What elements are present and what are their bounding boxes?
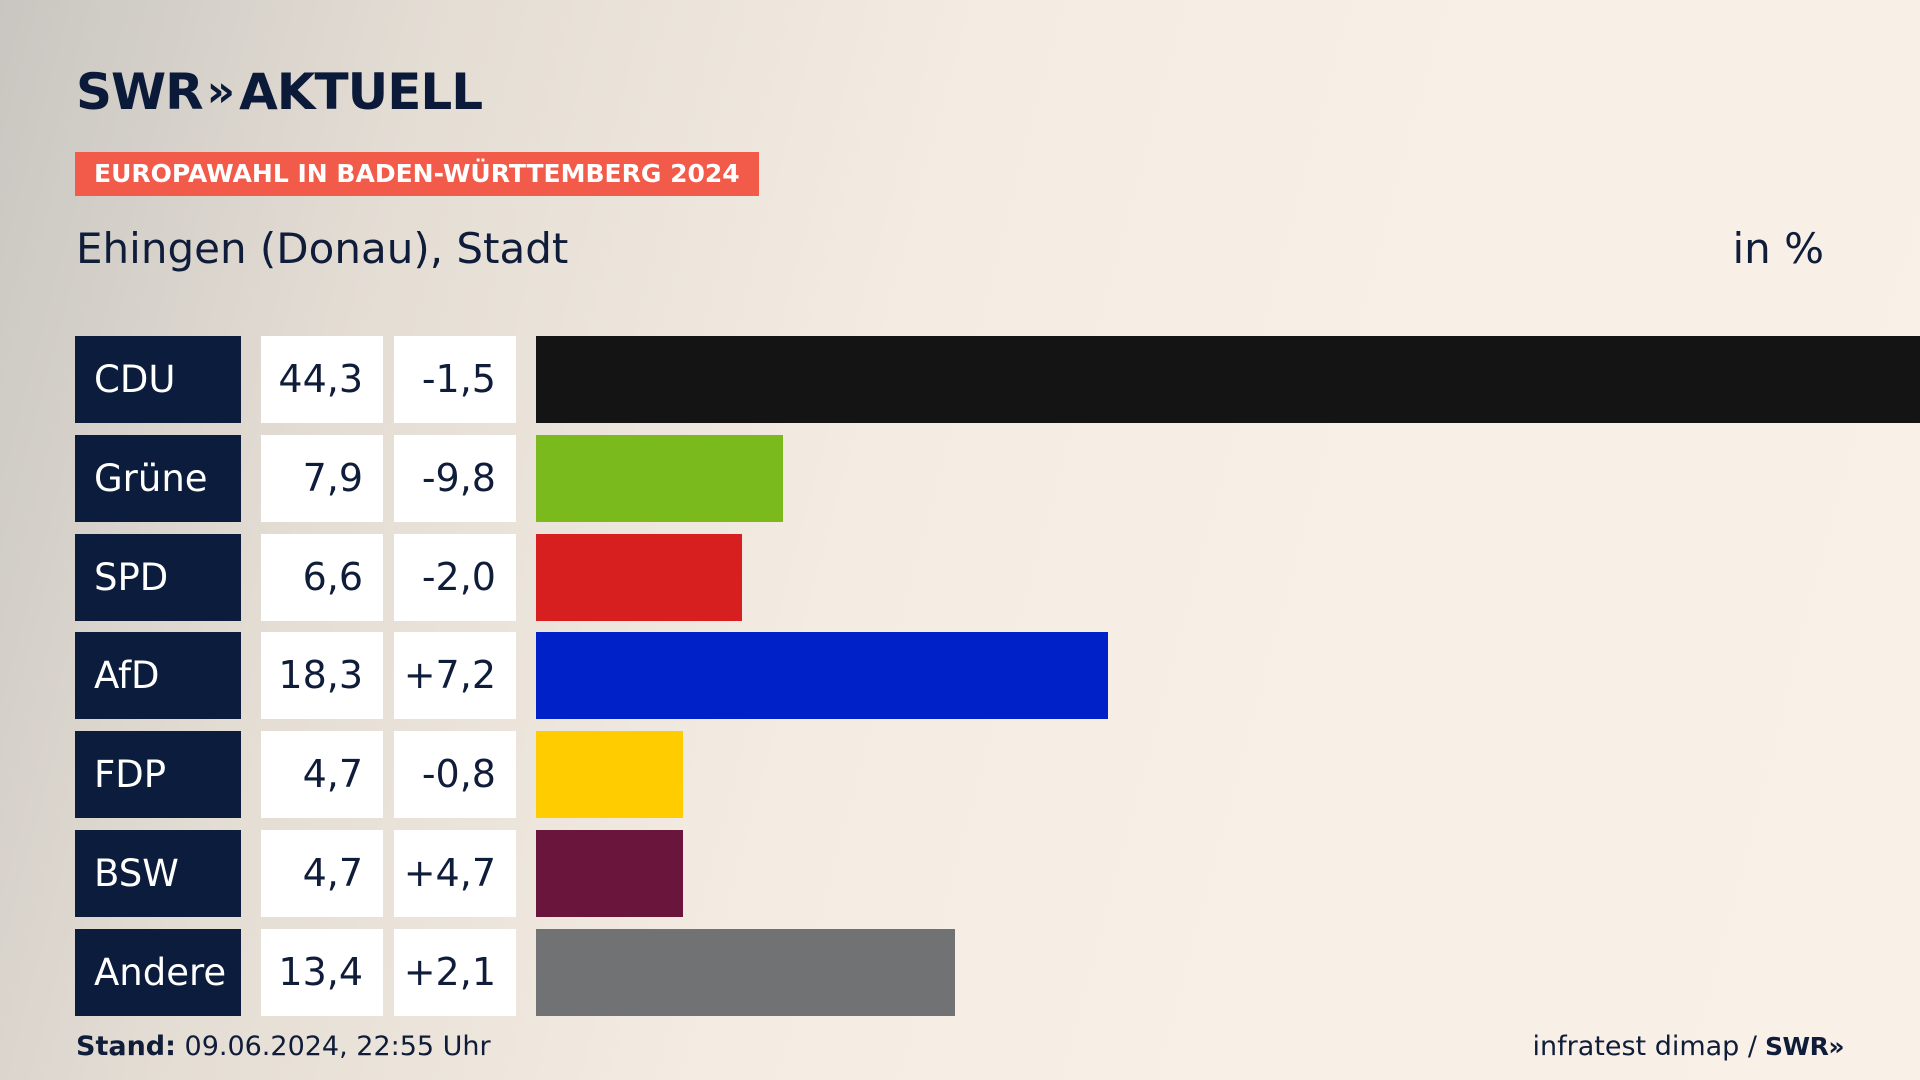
vote-share-bar — [536, 336, 1920, 423]
swr-small-logo: SWR» — [1765, 1032, 1844, 1061]
stand-value: 09.06.2024, 22:55 Uhr — [184, 1031, 491, 1062]
vote-share-value: 4,7 — [261, 731, 383, 818]
vote-share-bar — [536, 731, 683, 818]
swr-aktuell-logo: SWR » AKTUELL — [76, 62, 483, 122]
vote-share-bar — [536, 830, 683, 917]
swr-logo-text: SWR — [76, 63, 204, 121]
party-label: Grüne — [75, 435, 241, 522]
stand-label: Stand: — [76, 1031, 176, 1062]
vote-share-bar — [536, 632, 1108, 719]
change-value: -1,5 — [394, 336, 516, 423]
change-value: +2,1 — [394, 929, 516, 1016]
change-value: +7,2 — [394, 632, 516, 719]
vote-share-value: 4,7 — [261, 830, 383, 917]
party-label: SPD — [75, 534, 241, 621]
chart-subtitle: Ehingen (Donau), Stadt — [76, 224, 569, 273]
unit-label: in % — [1732, 224, 1824, 273]
vote-share-value: 6,6 — [261, 534, 383, 621]
vote-share-bar — [536, 929, 955, 1016]
party-label: FDP — [75, 731, 241, 818]
vote-share-value: 18,3 — [261, 632, 383, 719]
change-value: -2,0 — [394, 534, 516, 621]
source-credit: infratest dimap / SWR» — [1533, 1030, 1845, 1064]
vote-share-value: 7,9 — [261, 435, 383, 522]
aktuell-logo-text: AKTUELL — [239, 63, 483, 121]
change-value: +4,7 — [394, 830, 516, 917]
vote-share-bar — [536, 534, 743, 621]
timestamp: Stand: 09.06.2024, 22:55 Uhr — [76, 1030, 491, 1064]
election-banner: EUROPAWAHL IN BADEN-WÜRTTEMBERG 2024 — [75, 152, 759, 196]
vote-share-value: 13,4 — [261, 929, 383, 1016]
change-value: -0,8 — [394, 731, 516, 818]
source-text: infratest dimap / — [1532, 1031, 1758, 1062]
vote-share-bar — [536, 435, 783, 522]
party-label: BSW — [75, 830, 241, 917]
party-label: CDU — [75, 336, 241, 423]
party-label: AfD — [75, 632, 241, 719]
swr-chevron-icon: » — [206, 66, 236, 117]
vote-share-value: 44,3 — [261, 336, 383, 423]
party-label: Andere — [75, 929, 241, 1016]
change-value: -9,8 — [394, 435, 516, 522]
